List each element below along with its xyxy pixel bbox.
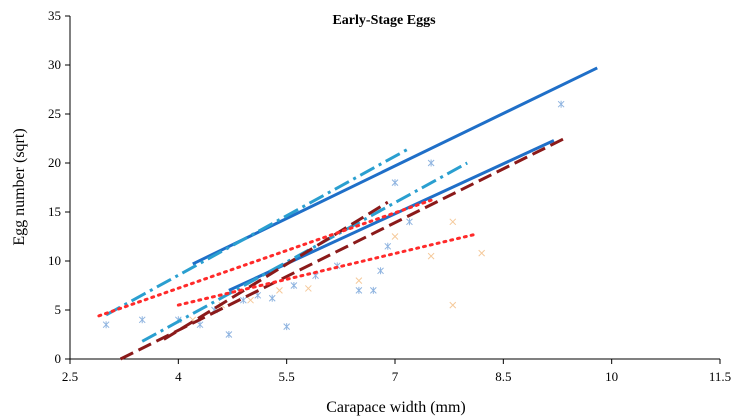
x-tick-label: 8.5 [495,369,511,384]
scatter-point [283,323,291,331]
x-tick-label: 11.5 [709,369,731,384]
scatter-point [427,159,435,167]
x-tick-label: 7 [392,369,399,384]
y-axis-title: Egg number (sqrt) [11,128,28,245]
scatter-point [355,286,363,294]
plot-area: 0 5 10 15 20 25 30 35 2.5 4 5.5 7 8.5 10 11.5 [48,8,731,384]
y-tick-label: 10 [48,253,61,268]
scatter-point [247,296,254,304]
y-tick-label: 20 [48,155,61,170]
scatter-point [391,179,399,187]
scatter-point [384,242,392,250]
scatter-point [391,233,399,240]
series-line [119,135,570,361]
y-tick-label: 5 [55,302,62,317]
scatter-point [449,301,457,309]
scatter-point [225,331,233,338]
y-tick-label: 15 [48,204,61,219]
y-tick-label: 30 [48,57,61,72]
scatter-point [449,218,457,226]
x-tick-label: 2.5 [62,369,78,384]
scatter-point [406,218,413,226]
chart-title: Early-Stage Eggs [332,13,436,28]
scatter-point [138,316,146,324]
x-tick-label: 5.5 [279,369,295,384]
scatter-point [304,285,312,292]
scatter-point [557,100,565,108]
x-tick-label: 10 [605,369,618,384]
scatter-point [427,252,435,260]
scatter-point [268,294,276,302]
series-line [176,233,476,307]
x-axis-title: Carapace width (mm) [326,399,466,416]
scatter-point [239,296,247,304]
series-line [163,200,389,341]
y-tick-label: 35 [48,8,61,23]
scatter-point [377,267,384,275]
y-tick-label: 25 [48,106,61,121]
y-tick-label: 0 [55,351,62,366]
x-tick-label: 4 [175,369,182,384]
scatter-point [196,321,204,329]
scatter-point [369,286,377,294]
scatter-point [276,287,283,294]
scatter-point [355,277,363,284]
scatter-point [478,249,486,257]
series-line [97,198,433,318]
scatter-point [102,321,110,329]
scatter-point [290,282,298,289]
